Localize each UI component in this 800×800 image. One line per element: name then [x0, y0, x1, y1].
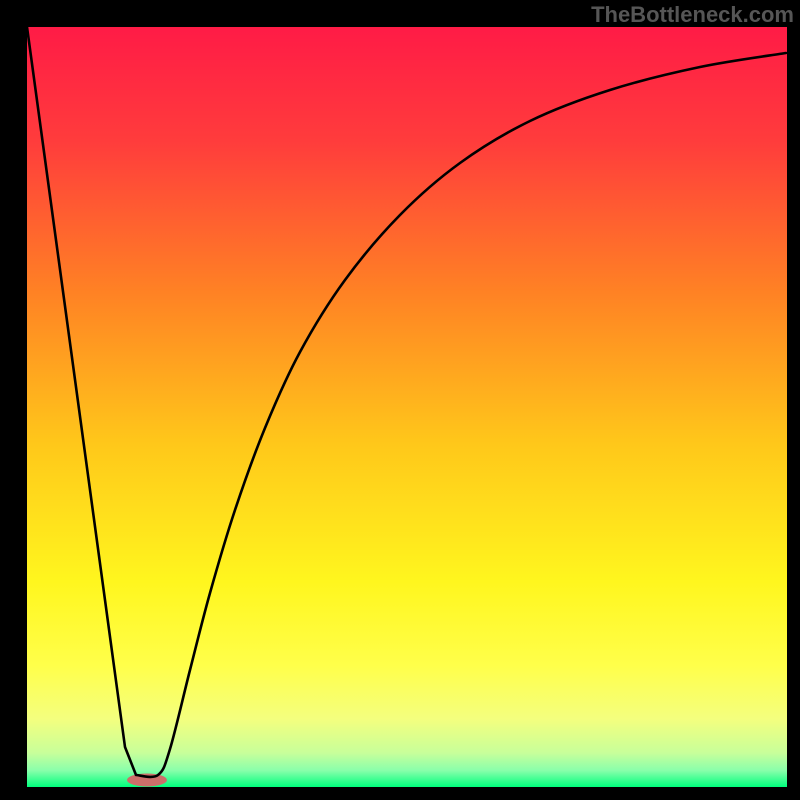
watermark-text: TheBottleneck.com: [591, 2, 794, 28]
chart-container: TheBottleneck.com: [0, 0, 800, 800]
bottleneck-chart: [0, 0, 800, 800]
gradient-background: [27, 27, 787, 787]
